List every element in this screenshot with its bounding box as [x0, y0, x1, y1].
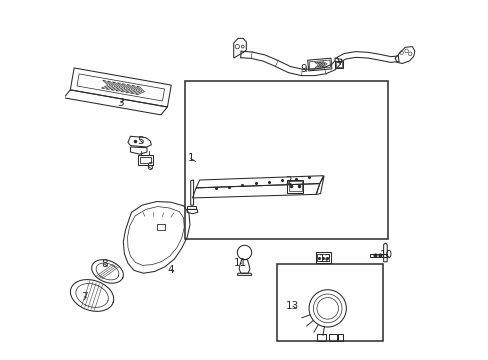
Text: 11: 11	[233, 258, 246, 268]
Bar	[335, 62, 341, 67]
Bar	[334, 61, 342, 68]
Bar	[286, 180, 303, 193]
Text: 4: 4	[167, 265, 174, 275]
Text: 6: 6	[146, 162, 152, 172]
Text: 7: 7	[81, 292, 88, 302]
Text: 5: 5	[137, 136, 143, 145]
Bar	[288, 181, 301, 191]
Text: 2: 2	[285, 176, 291, 186]
Bar	[156, 225, 164, 230]
Text: 3: 3	[117, 98, 124, 108]
Text: 8: 8	[101, 259, 108, 269]
Bar	[140, 157, 150, 163]
Text: 10: 10	[379, 250, 392, 260]
Text: 13: 13	[285, 301, 299, 311]
Bar	[329, 334, 336, 341]
Bar	[185, 81, 387, 239]
Text: 12: 12	[318, 254, 331, 264]
Bar	[315, 252, 330, 263]
Bar	[316, 334, 325, 341]
Bar	[337, 334, 343, 341]
Bar	[276, 264, 382, 341]
Bar	[317, 254, 328, 261]
Text: 1: 1	[187, 153, 194, 163]
Bar	[137, 155, 152, 165]
Text: 9: 9	[300, 64, 306, 74]
